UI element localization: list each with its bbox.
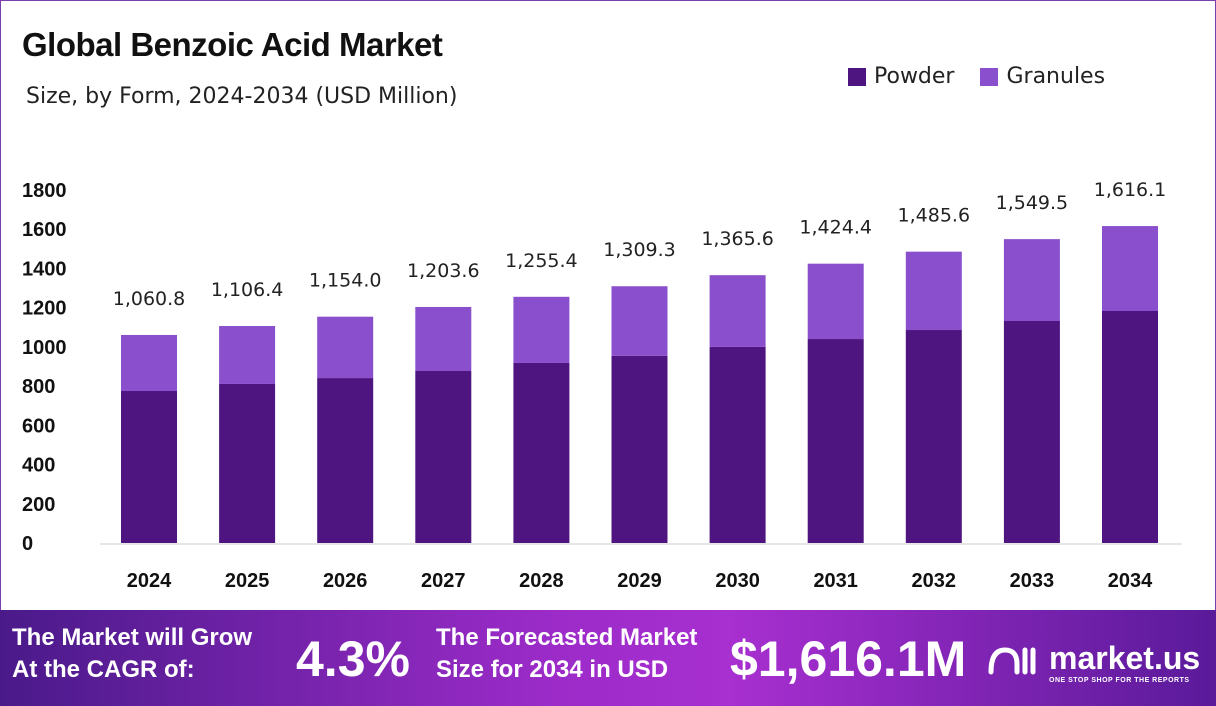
- bar-granules: [317, 316, 374, 379]
- x-tick-label: 2028: [519, 570, 564, 592]
- x-tick-label: 2030: [715, 570, 760, 592]
- bar-granules: [709, 275, 766, 347]
- bar-granules: [611, 286, 668, 356]
- cagr-label-line: The Market will Grow: [12, 624, 253, 651]
- x-tick-label: 2034: [1108, 570, 1153, 592]
- bar-granules: [513, 296, 570, 363]
- logo-name: market.us: [1049, 640, 1201, 676]
- y-tick-label: 600: [22, 415, 55, 437]
- y-tick-label: 400: [22, 455, 55, 477]
- bar-granules: [219, 326, 276, 384]
- bar-powder: [905, 330, 962, 543]
- x-tick-label: 2026: [323, 570, 368, 592]
- bar-powder: [611, 355, 668, 543]
- footer-banner: The Market will Grow At the CAGR of: 4.3%…: [0, 610, 1216, 706]
- y-tick-label: 1400: [22, 258, 67, 280]
- y-tick-label: 800: [22, 376, 55, 398]
- bar-powder: [415, 371, 472, 543]
- y-tick-label: 1200: [22, 298, 67, 320]
- data-label: 1,485.6: [898, 205, 971, 227]
- data-label: 1,203.6: [407, 260, 480, 282]
- bar-powder: [1003, 321, 1060, 543]
- bar-granules: [1102, 226, 1158, 312]
- data-label: 1,309.3: [603, 239, 676, 261]
- legend-item-granules: Granules: [980, 64, 1105, 89]
- cagr-label-line: At the CAGR of:: [12, 656, 195, 683]
- cagr-value: 4.3%: [296, 631, 410, 687]
- legend-item-powder: Powder: [848, 64, 954, 89]
- bar-granules: [121, 334, 177, 392]
- chart-title: Global Benzoic Acid Market: [22, 26, 443, 63]
- chart-subtitle: Size, by Form, 2024-2034 (USD Million): [26, 84, 458, 109]
- bar-granules: [1003, 239, 1060, 322]
- x-tick-label: 2029: [617, 570, 662, 592]
- market-us-logo: market.us ONE STOP SHOP FOR THE REPORTS: [985, 640, 1200, 684]
- x-tick-label: 2033: [1010, 570, 1055, 592]
- bar-powder: [121, 391, 177, 543]
- y-tick-label: 1000: [22, 337, 67, 359]
- legend-label: Powder: [874, 64, 955, 89]
- data-label: 1,154.0: [309, 270, 382, 292]
- data-label: 1,255.4: [505, 250, 578, 272]
- forecast-label: The Forecasted Market Size for 2034 in US…: [436, 622, 697, 686]
- bar-powder: [219, 383, 276, 543]
- logo-tagline: ONE STOP SHOP FOR THE REPORTS: [1049, 677, 1190, 684]
- bar-powder: [1102, 311, 1158, 543]
- x-tick-label: 2031: [813, 570, 858, 592]
- legend-label: Granules: [1006, 64, 1106, 89]
- data-label: 1,106.4: [211, 279, 284, 301]
- bar-powder: [317, 378, 374, 543]
- cagr-label: The Market will Grow At the CAGR of:: [12, 622, 252, 686]
- bar-powder: [513, 362, 570, 543]
- legend-swatch-powder: [848, 67, 866, 86]
- y-tick-label: 200: [22, 494, 55, 516]
- data-label: 1,424.4: [799, 217, 872, 239]
- y-tick-label: 1800: [22, 180, 67, 202]
- data-label: 1,616.1: [1094, 179, 1167, 201]
- chart-plot: 0 200 400 600 800 1000 1200 1400 1600 1800 1,060.8…: [22, 179, 1182, 592]
- bar-granules: [807, 263, 864, 340]
- data-label: 1,060.8: [113, 288, 186, 310]
- x-tick-label: 2027: [421, 570, 466, 592]
- y-tick-label: 0: [22, 533, 33, 555]
- bar-granules: [415, 306, 472, 372]
- data-label: 1,549.5: [996, 192, 1069, 214]
- legend: Powder Granules: [848, 64, 1105, 89]
- data-label: 1,365.6: [701, 228, 774, 250]
- x-tick-label: 2025: [225, 570, 270, 592]
- bar-powder: [807, 339, 864, 543]
- bar-powder: [709, 346, 766, 543]
- x-tick-label: 2032: [912, 570, 957, 592]
- x-tick-label: 2024: [127, 570, 172, 592]
- bar-granules: [905, 251, 962, 331]
- logo-icon: [988, 647, 1036, 675]
- forecast-value: $1,616.1M: [730, 631, 967, 687]
- y-tick-label: 1600: [22, 219, 67, 241]
- forecast-label-line: The Forecasted Market: [436, 624, 698, 651]
- legend-swatch-granules: [980, 67, 999, 86]
- forecast-label-line: Size for 2034 in USD: [436, 656, 669, 683]
